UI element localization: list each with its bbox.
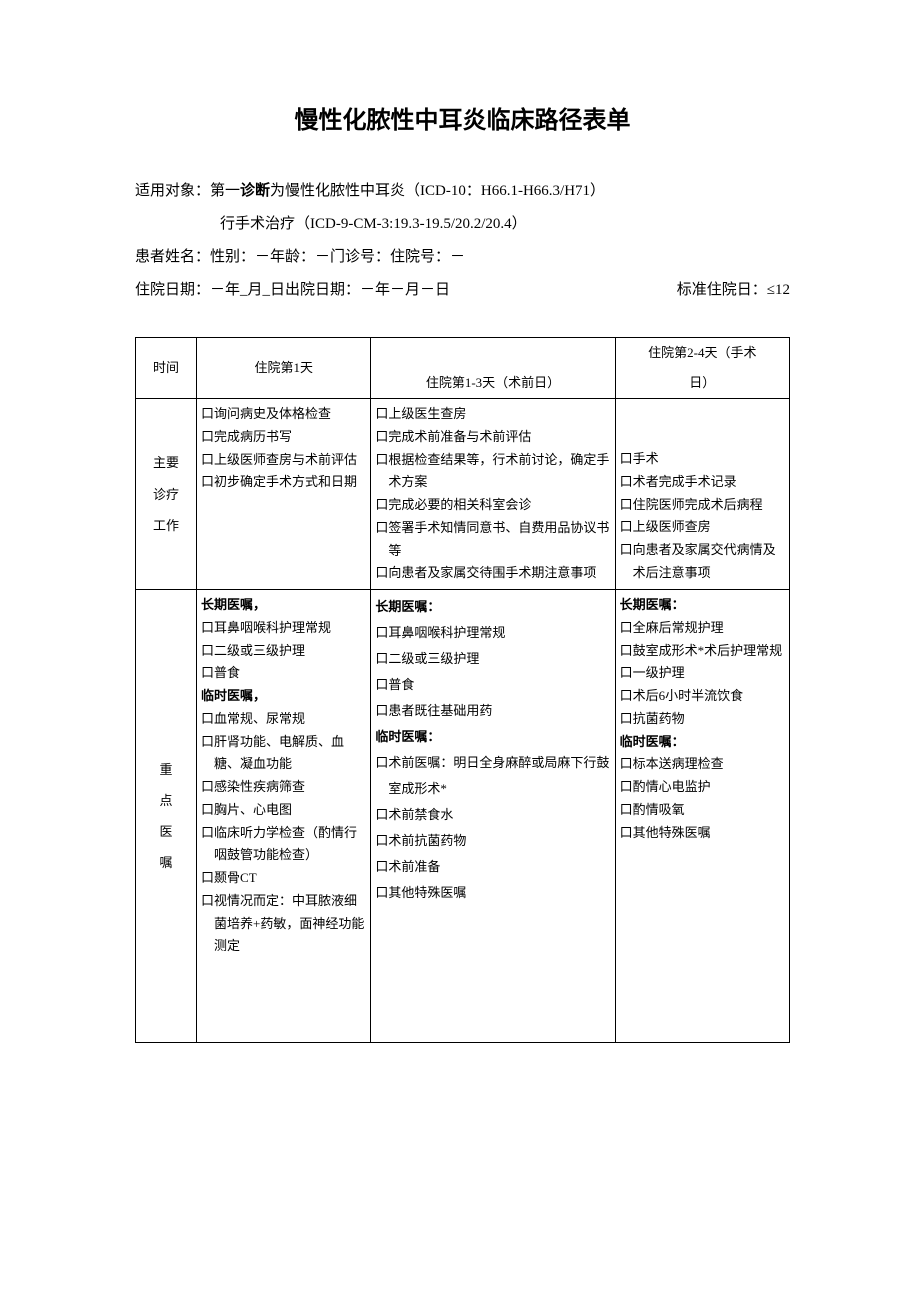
- r2c1-i10: 口耳鼻咽喉科护理常规: [201, 617, 366, 640]
- info-line-2: 行手术治疗（ICD-9-CM-3:19.3-19.5/20.2/20.4）: [135, 208, 790, 241]
- r2c2-i23: 口术前准备: [375, 854, 610, 880]
- r2c3-i22: 口酌情吸氧: [620, 799, 785, 822]
- r2c3-i20: 口标本送病理检查: [620, 753, 785, 776]
- r2c1-i23: 口胸片、心电图: [201, 799, 366, 822]
- r1c3-0: 口手术: [620, 448, 785, 471]
- r2c3-b1: 长期医嘱：: [620, 594, 785, 617]
- header-day2-4-a: 住院第2-4天（手术: [615, 338, 789, 369]
- row1-col2: 口上级医生查房 口完成术前准备与术前评估 口根据检查结果等，行术前讨论，确定手术…: [371, 399, 615, 590]
- info-line-4: 住院日期：－年_月_日出院日期：－年－月－日 标准住院日：≤12: [135, 274, 790, 307]
- r2c1-i11: 口二级或三级护理: [201, 640, 366, 663]
- r2c3-i21: 口酌情心电监护: [620, 776, 785, 799]
- r1c1-1: 口完成病历书写: [201, 426, 366, 449]
- r2c3-i12: 口一级护理: [620, 662, 785, 685]
- info-4a: 住院日期：－年_月_日出院日期：－年－月－日: [135, 274, 450, 307]
- row1-col3: 口手术 口术者完成手术记录 口住院医师完成术后病程 口上级医师查房 口向患者及家…: [615, 399, 789, 590]
- row1-col1: 口询问病史及体格检查 口完成病历书写 口上级医师查房与术前评估 口初步确定手术方…: [197, 399, 371, 590]
- r2c2-b2: 临时医嘱：: [375, 724, 610, 750]
- r1c2-3: 口完成必要的相关科室会诊: [375, 494, 610, 517]
- r2c1-i21: 口肝肾功能、电解质、血糖、凝血功能: [201, 731, 366, 777]
- r2c3-i11: 口鼓室成形术*术后护理常规: [620, 640, 785, 663]
- patient-info-block: 适用对象：第一诊断为慢性化脓性中耳炎（ICD-10：H66.1-H66.3/H7…: [135, 175, 790, 307]
- r2c2-i21: 口术前禁食水: [375, 802, 610, 828]
- row2-col3: 长期医嘱： 口全麻后常规护理 口鼓室成形术*术后护理常规 口一级护理 口术后6小…: [615, 590, 789, 1043]
- r2c3-i23: 口其他特殊医嘱: [620, 822, 785, 845]
- r2c2-i22: 口术前抗菌药物: [375, 828, 610, 854]
- info-line-1: 适用对象：第一诊断为慢性化脓性中耳炎（ICD-10：H66.1-H66.3/H7…: [135, 175, 790, 208]
- r2c2-i13: 口患者既往基础用药: [375, 698, 610, 724]
- r2c1-i20: 口血常规、尿常规: [201, 708, 366, 731]
- r2c1-b2: 临时医嘱，: [201, 685, 366, 708]
- info-1b: 为慢性化脓性中耳炎（ICD-10：H66.1-H66.3/H71）: [270, 183, 605, 199]
- r1c3-3: 口上级医师查房: [620, 516, 785, 539]
- r2c1-i25: 口颞骨CT: [201, 867, 366, 890]
- header-day1: 住院第1天: [197, 338, 371, 399]
- row2-col2: 长期医嘱： 口耳鼻咽喉科护理常规 口二级或三级护理 口普食 口患者既往基础用药 …: [371, 590, 615, 1043]
- r2c3-i10: 口全麻后常规护理: [620, 617, 785, 640]
- info-1a: 适用对象：第一: [135, 183, 240, 199]
- r2c2-i12: 口普食: [375, 672, 610, 698]
- r1c3-2: 口住院医师完成术后病程: [620, 494, 785, 517]
- r1c3-1: 口术者完成手术记录: [620, 471, 785, 494]
- r2c3-i13: 口术后6小时半流饮食: [620, 685, 785, 708]
- r2c3-b2: 临时医嘱：: [620, 731, 785, 754]
- header-day1-3-blank: [371, 338, 615, 369]
- row2-col1: 长期医嘱， 口耳鼻咽喉科护理常规 口二级或三级护理 口普食 临时医嘱， 口血常规…: [197, 590, 371, 1043]
- r1c2-0: 口上级医生查房: [375, 403, 610, 426]
- r2c2-i11: 口二级或三级护理: [375, 646, 610, 672]
- r2c3-i14: 口抗菌药物: [620, 708, 785, 731]
- row2-label: 重点医嘱: [136, 590, 197, 1043]
- info-line-3: 患者姓名：性别：－年龄：－门诊号：住院号：－: [135, 241, 790, 274]
- r1c1-2: 口上级医师查房与术前评估: [201, 449, 366, 472]
- r2c1-i12: 口普食: [201, 662, 366, 685]
- r2c1-b1: 长期医嘱，: [201, 594, 366, 617]
- document-title: 慢性化脓性中耳炎临床路径表单: [135, 100, 790, 135]
- r1c2-1: 口完成术前准备与术前评估: [375, 426, 610, 449]
- r2c1-i22: 口感染性疾病筛查: [201, 776, 366, 799]
- r2c1-i24: 口临床听力学检查（酌情行咽鼓管功能检查）: [201, 822, 366, 868]
- header-time: 时间: [136, 338, 197, 399]
- r1c2-2: 口根据检查结果等，行术前讨论，确定手术方案: [375, 449, 610, 495]
- r1c2-5: 口向患者及家属交待围手术期注意事项: [375, 562, 610, 585]
- r1c2-4: 口签署手术知情同意书、自费用品协议书等: [375, 517, 610, 563]
- r1c1-0: 口询问病史及体格检查: [201, 403, 366, 426]
- info-4b: 标准住院日：≤12: [677, 274, 790, 307]
- r2c2-i10: 口耳鼻咽喉科护理常规: [375, 620, 610, 646]
- row1-label: 主要诊疗工作: [136, 399, 197, 590]
- r2c1-i26: 口视情况而定：中耳脓液细菌培养+药敏，面神经功能测定: [201, 890, 366, 958]
- clinical-pathway-table: 时间 住院第1天 住院第2-4天（手术 住院第1-3天（术前日） 日） 主要诊疗…: [135, 337, 790, 1043]
- header-day2-4-b: 日）: [615, 368, 789, 399]
- r2c2-b1: 长期医嘱：: [375, 594, 610, 620]
- info-1-bold: 诊断: [240, 183, 270, 199]
- r2c2-i24: 口其他特殊医嘱: [375, 880, 610, 906]
- r2c2-i20: 口术前医嘱：明日全身麻醉或局麻下行鼓室成形术*: [375, 750, 610, 802]
- header-day1-3: 住院第1-3天（术前日）: [371, 368, 615, 399]
- r1c3-4: 口向患者及家属交代病情及术后注意事项: [620, 539, 785, 585]
- r1c1-3: 口初步确定手术方式和日期: [201, 471, 366, 494]
